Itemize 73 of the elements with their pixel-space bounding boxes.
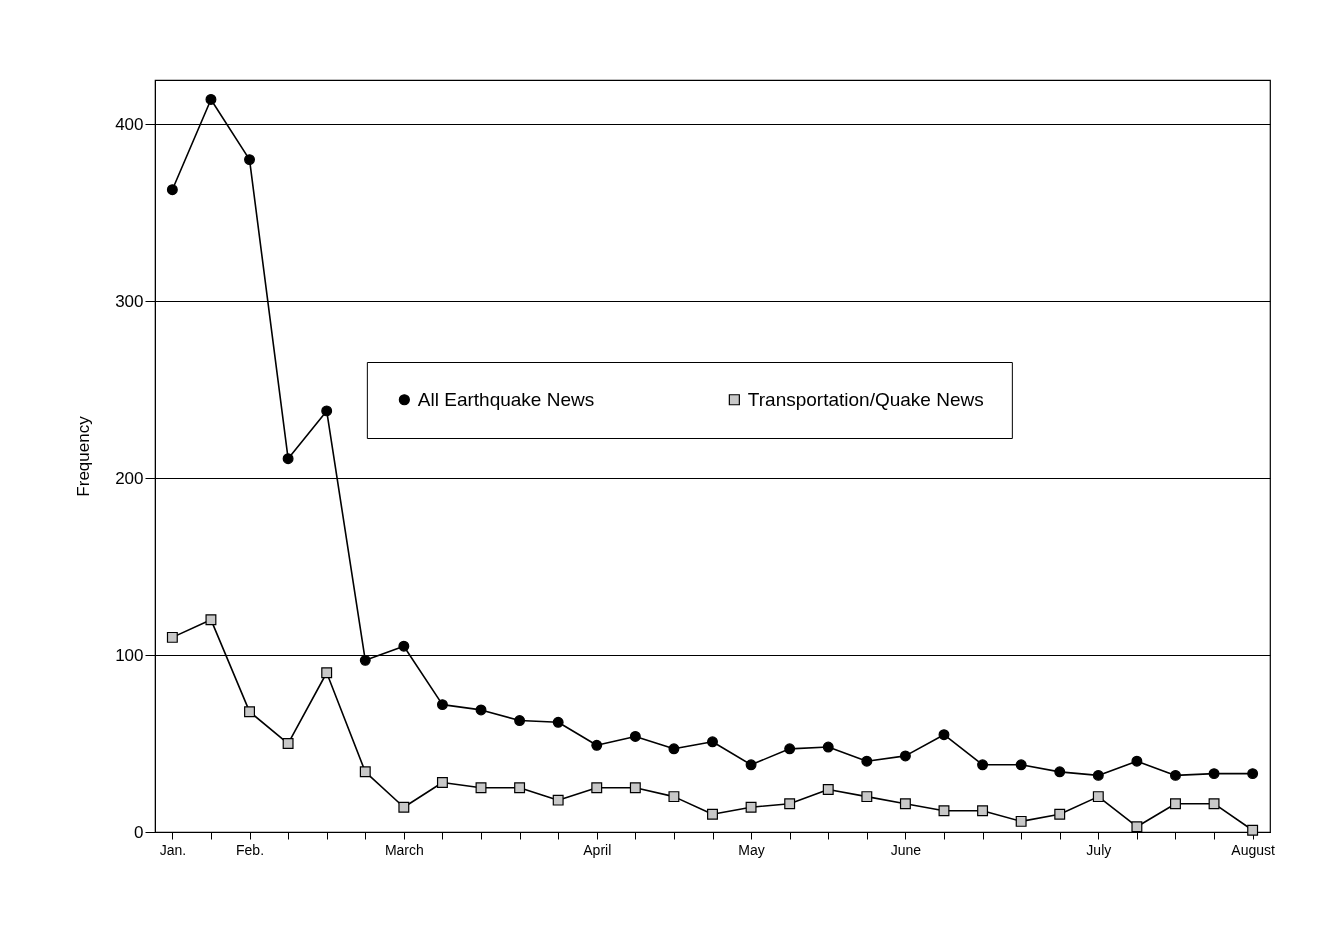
point [822, 741, 834, 753]
point [1131, 821, 1143, 833]
point [977, 759, 989, 771]
x-tick-label: March [384, 841, 424, 858]
point [591, 739, 603, 751]
point [1208, 798, 1220, 810]
x-tick-label: Feb. [236, 841, 265, 858]
x-tick-label: April [583, 841, 612, 858]
point [1015, 759, 1027, 771]
point [282, 738, 294, 749]
point [321, 405, 333, 417]
y-axis-title: Frequency [74, 415, 94, 497]
point [629, 730, 641, 742]
point [552, 794, 564, 806]
point [1054, 766, 1066, 778]
x-tick-label: Jan. [159, 841, 187, 858]
point [938, 805, 950, 817]
point [784, 743, 796, 755]
x-tick-label: May [738, 841, 765, 858]
y-tick-label: 200 [115, 468, 144, 488]
point [668, 743, 680, 755]
point [899, 750, 911, 762]
y-tick-label: 300 [115, 291, 144, 311]
y-tick-label: 400 [115, 114, 144, 134]
point [359, 766, 371, 778]
point [552, 716, 564, 728]
point [745, 801, 757, 813]
point [436, 699, 448, 711]
point [282, 453, 294, 465]
point [1131, 755, 1143, 767]
point [1208, 768, 1220, 780]
point [475, 704, 487, 716]
point [205, 94, 217, 105]
point [475, 782, 487, 794]
point [822, 784, 834, 796]
point [166, 184, 178, 196]
point [591, 782, 603, 794]
point [398, 801, 410, 813]
point [205, 614, 217, 626]
point [1015, 815, 1027, 827]
point [1170, 769, 1181, 781]
point [629, 782, 641, 794]
x-tick-label: June [890, 841, 922, 858]
point [938, 729, 950, 741]
x-tick-label: August [1231, 841, 1276, 858]
point [244, 154, 255, 166]
point [1247, 824, 1259, 836]
point [707, 736, 718, 748]
point [436, 776, 448, 788]
legend-label: All Earthquake News [417, 388, 595, 410]
point [398, 640, 410, 652]
point [977, 805, 989, 817]
point [321, 667, 333, 679]
point [899, 798, 911, 810]
point [166, 631, 178, 643]
point [1092, 791, 1104, 803]
point [668, 791, 680, 803]
point [1247, 768, 1259, 780]
y-tick-label: 100 [115, 645, 144, 665]
legend-label: Transportation/Quake News [747, 388, 984, 410]
point [1170, 798, 1181, 810]
point [1054, 808, 1066, 820]
point [514, 782, 526, 794]
point [745, 759, 757, 771]
point [861, 755, 873, 767]
point [244, 706, 255, 718]
point [514, 715, 526, 726]
y-tick-label: 0 [134, 822, 144, 842]
x-tick-label: July [1086, 841, 1112, 858]
point [784, 798, 796, 810]
point [707, 808, 718, 820]
point [861, 791, 873, 803]
point [1092, 769, 1104, 781]
